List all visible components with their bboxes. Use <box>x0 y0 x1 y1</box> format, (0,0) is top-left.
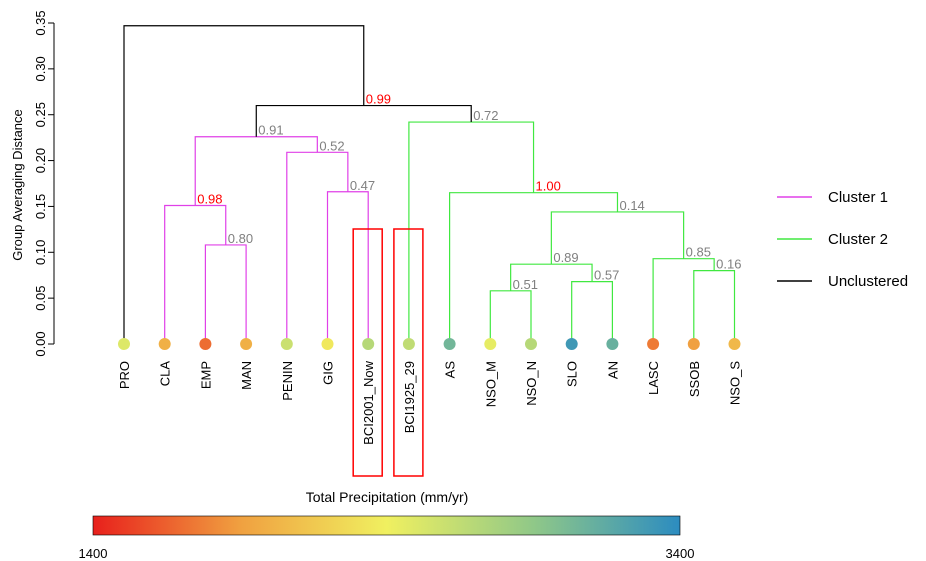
branch-m6 <box>489 290 532 344</box>
branch-m7 <box>571 281 613 344</box>
y-tick-label: 0.15 <box>33 194 48 219</box>
merge-height-label: 0.98 <box>197 192 222 207</box>
leaf-dot <box>728 338 741 350</box>
merge-height-label: 0.52 <box>319 138 344 153</box>
leaf-dot <box>280 338 293 350</box>
branch-m9 <box>693 270 736 344</box>
y-tick-label: 0.10 <box>33 240 48 265</box>
y-tick-label: 0.05 <box>33 285 48 310</box>
colorbar-gradient <box>92 515 681 536</box>
branch-m5 <box>194 136 318 206</box>
merge-height-label: 0.47 <box>350 178 375 193</box>
merge-height-label: 0.80 <box>228 231 253 246</box>
colorbar-title: Total Precipitation (mm/yr) <box>306 489 469 505</box>
leaf-label: NSO_M <box>483 361 498 407</box>
merge-height-label: 0.57 <box>594 268 619 283</box>
leaf-nodes: PRO CLA EMP MAN PENIN GIG BCI2001_Now BCI1925_2… <box>117 338 743 445</box>
leaf-label: BCI1925_29 <box>402 361 417 433</box>
leaf-label: MAN <box>239 361 254 390</box>
merge-height-label: 0.89 <box>553 250 578 265</box>
merge-height-label: 0.14 <box>619 198 644 213</box>
colorbar-max-label: 3400 <box>666 546 695 561</box>
branch-m1 <box>204 244 247 344</box>
branch-m13 <box>408 121 535 344</box>
highlight-box <box>352 228 383 477</box>
branch-m2 <box>164 204 227 344</box>
leaf-dot <box>321 338 334 350</box>
leaf-label: CLA <box>158 361 173 387</box>
branch-m15 <box>123 25 365 344</box>
leaf-dot <box>158 338 171 350</box>
y-tick-label: 0.30 <box>33 56 48 81</box>
branch-m4 <box>286 151 349 344</box>
branch-m3 <box>326 191 369 344</box>
y-axis-title: Group Averaging Distance <box>10 109 25 261</box>
merge-height-label: 0.99 <box>366 92 391 107</box>
leaf-dot <box>565 338 578 350</box>
merge-height-label: 0.85 <box>686 245 711 260</box>
legend-label: Cluster 2 <box>828 231 888 248</box>
leaf-label: NSO_N <box>524 361 539 406</box>
leaf-dot <box>525 338 537 350</box>
leaf-dot <box>199 338 212 350</box>
leaf-dot <box>687 338 700 350</box>
y-tick-label: 0.20 <box>33 148 48 173</box>
leaf-label: GIG <box>321 361 336 385</box>
precipitation-colorbar: Total Precipitation (mm/yr) 1400 3400 <box>79 489 695 561</box>
leaf-dot <box>240 338 253 350</box>
branch-m8 <box>510 263 593 291</box>
merge-height-label: 0.16 <box>716 257 741 272</box>
y-tick-label: 0.35 <box>33 10 48 35</box>
leaf-label: SLO <box>565 361 580 387</box>
dendrogram-tree <box>123 25 736 344</box>
leaf-dot <box>443 338 456 350</box>
leaf-label: NSO_S <box>728 361 743 405</box>
legend: Cluster 1 Cluster 2 Unclustered <box>777 189 908 290</box>
merge-height-label: 0.91 <box>258 123 283 138</box>
merge-height-label: 1.00 <box>536 179 561 194</box>
merge-height-labels: 0.80 0.98 0.47 0.52 0.91 0.51 0.57 0.89 0.16 0.85… <box>197 92 741 292</box>
highlight-boxes <box>352 228 424 477</box>
leaf-dot <box>647 338 660 350</box>
leaf-dot <box>484 338 497 350</box>
leaf-dot <box>362 338 375 350</box>
colorbar-min-label: 1400 <box>79 546 108 561</box>
leaf-label: SSOB <box>687 361 702 397</box>
leaf-label: BCI2001_Now <box>361 360 376 444</box>
leaf-label: PENIN <box>280 361 295 401</box>
merge-height-label: 0.51 <box>513 277 538 292</box>
leaf-label: AS <box>443 361 458 379</box>
highlight-box <box>393 228 424 477</box>
leaf-label: PRO <box>117 361 132 389</box>
leaf-dot <box>118 338 130 350</box>
leaf-dot <box>402 338 415 350</box>
branch-m14 <box>255 104 472 137</box>
y-tick-label: 0.00 <box>33 331 48 356</box>
leaf-label: LASC <box>646 361 661 395</box>
y-tick-label: 0.25 <box>33 102 48 127</box>
leaf-dot <box>606 338 619 350</box>
legend-label: Cluster 1 <box>828 189 888 206</box>
leaf-label: AN <box>605 361 620 379</box>
branch-m10 <box>652 258 715 344</box>
legend-label: Unclustered <box>828 273 908 290</box>
leaf-label: EMP <box>198 361 213 389</box>
merge-height-label: 0.72 <box>473 108 498 123</box>
y-axis: 0.00 0.05 0.10 0.15 0.20 0.25 0.30 0.35 <box>33 10 55 357</box>
